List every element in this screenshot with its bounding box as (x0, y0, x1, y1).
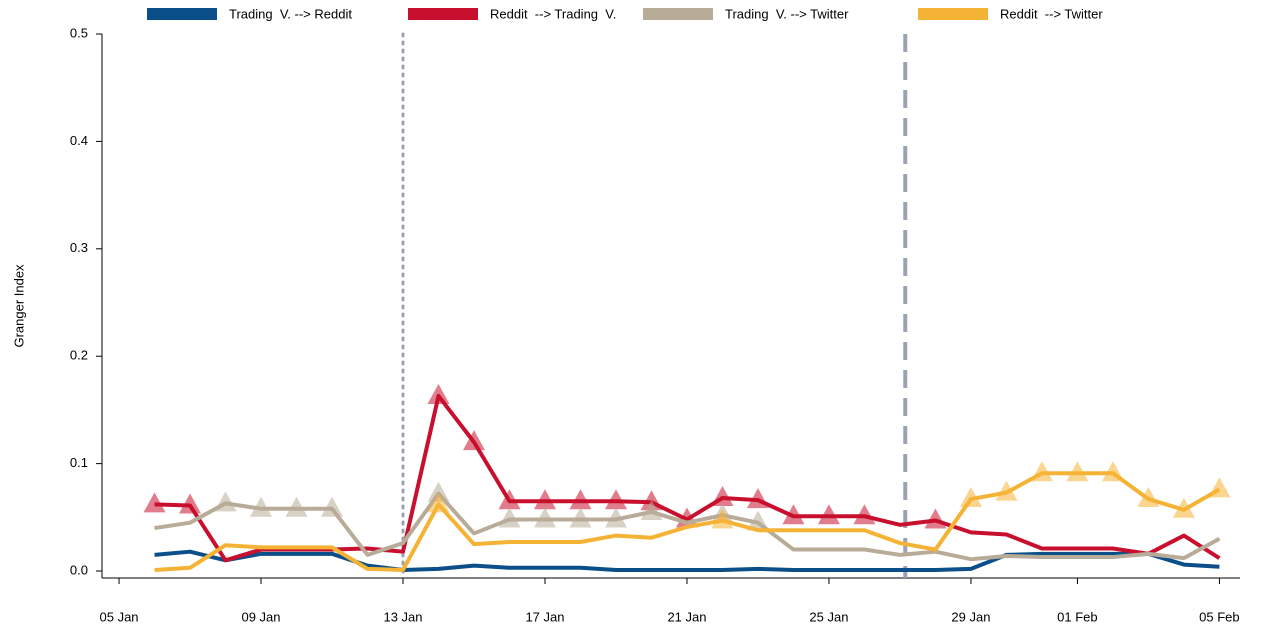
significance-marker (604, 507, 627, 528)
significance-marker (1066, 461, 1089, 482)
significance-marker (250, 496, 273, 517)
series-line (154, 549, 1220, 572)
legend-swatch (147, 8, 217, 20)
x-tick-label: 29 Jan (951, 609, 990, 624)
legend-label: Reddit --> Twitter (1000, 6, 1103, 21)
significance-marker (498, 489, 521, 510)
significance-marker (711, 508, 734, 529)
significance-marker (179, 493, 202, 514)
significance-marker (853, 504, 876, 525)
significance-marker (782, 504, 805, 525)
significance-marker (214, 491, 237, 512)
significance-marker (1137, 487, 1160, 508)
significance-marker (427, 383, 450, 404)
legend-swatch (643, 8, 713, 20)
significance-marker (817, 504, 840, 525)
significance-marker (321, 496, 344, 517)
significance-marker (746, 510, 769, 531)
significance-marker (1101, 461, 1124, 482)
legend-label: Reddit --> Trading V. (490, 6, 616, 21)
significance-marker (285, 496, 308, 517)
significance-marker (143, 492, 166, 513)
y-tick-label: 0.0 (70, 562, 88, 577)
x-tick-label: 13 Jan (383, 609, 422, 624)
x-tick-label: 09 Jan (241, 609, 280, 624)
legend-swatch (918, 8, 988, 20)
x-tick-label: 25 Jan (809, 609, 848, 624)
y-tick-label: 0.5 (70, 25, 88, 40)
significance-marker (533, 489, 556, 510)
y-tick-label: 0.4 (70, 133, 88, 148)
y-tick-label: 0.3 (70, 240, 88, 255)
x-tick-label: 01 Feb (1057, 609, 1097, 624)
significance-marker (462, 430, 485, 451)
significance-marker (427, 492, 450, 513)
significance-marker (711, 485, 734, 506)
y-tick-label: 0.1 (70, 455, 88, 470)
significance-marker (1030, 461, 1053, 482)
legend-label: Trading V. --> Twitter (725, 6, 849, 21)
legend-label: Trading V. --> Reddit (229, 6, 352, 21)
x-tick-label: 05 Feb (1199, 609, 1239, 624)
legend-swatch (408, 8, 478, 20)
x-tick-label: 21 Jan (667, 609, 706, 624)
series-line (154, 393, 1221, 563)
significance-marker (1172, 497, 1195, 518)
significance-marker (427, 481, 450, 502)
significance-marker (746, 488, 769, 509)
significance-marker (569, 489, 592, 510)
x-tick-label: 17 Jan (525, 609, 564, 624)
significance-marker (640, 499, 663, 520)
significance-marker (995, 480, 1018, 501)
significance-marker (924, 508, 947, 529)
significance-marker (498, 507, 521, 528)
y-tick-label: 0.2 (70, 348, 88, 363)
significance-marker (604, 489, 627, 510)
significance-marker (533, 507, 556, 528)
significance-marker (569, 507, 592, 528)
significance-marker (1208, 477, 1231, 498)
significance-marker (959, 487, 982, 508)
y-axis-label: Granger Index (11, 264, 26, 348)
x-tick-label: 05 Jan (100, 609, 139, 624)
